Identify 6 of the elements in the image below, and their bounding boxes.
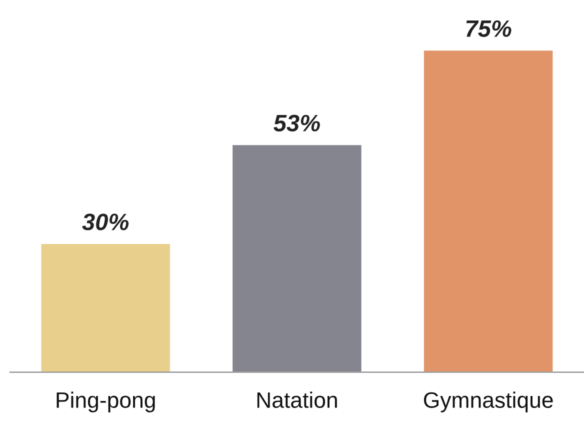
- x-tick-label: Ping-pong: [56, 392, 155, 412]
- data-label: 75%: [466, 20, 512, 37]
- x-tick-label: Natation: [257, 392, 337, 408]
- data-label: 53%: [274, 114, 320, 132]
- data-label: 30%: [82, 214, 129, 230]
- x-tick-label: Gymnastique: [424, 392, 553, 412]
